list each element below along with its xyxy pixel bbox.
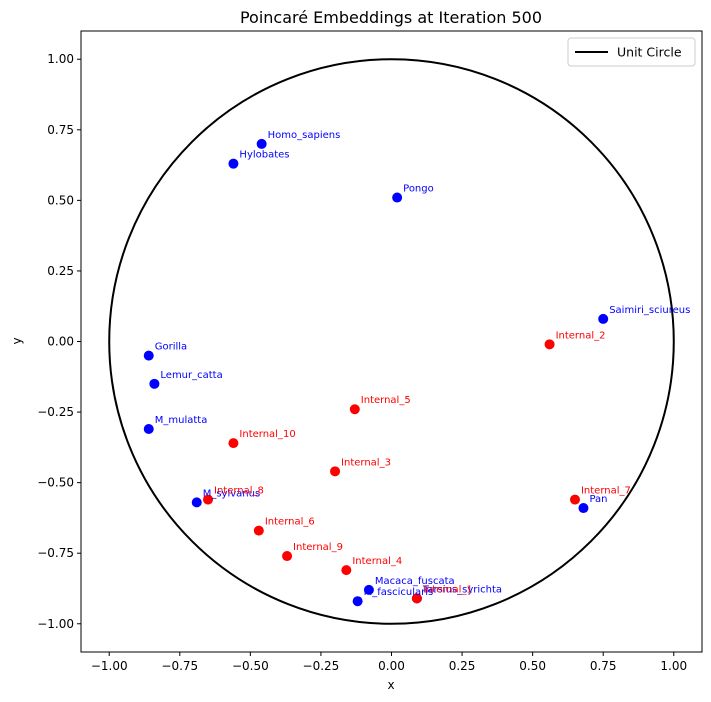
leaf-label-hylobates: Hylobates: [239, 150, 289, 161]
plot-area: Homo_sapiens Hylobates Pongo Saimiri_sciure…: [80, 30, 703, 653]
x-tick-label: 0.00: [378, 659, 405, 673]
leaf-point-saimiri-sciureus: [598, 313, 609, 324]
leaf-label-gorilla: Gorilla: [155, 342, 187, 353]
unit-circle-layer: [108, 58, 675, 625]
leaf-point-hylobates: [228, 158, 239, 169]
internal-label-internal-9: Internal_9: [293, 542, 343, 553]
x-tick-label: −1.00: [91, 659, 128, 673]
point-labels-layer: Homo_sapiens Hylobates Pongo Saimiri_sciure…: [155, 130, 691, 598]
leaf-point-pan: [578, 503, 589, 514]
y-axis: −1.00 −0.75 −0.50 −0.25 0.00 0.25 0.50 0.75 1.00: [37, 52, 81, 631]
internal-point-internal-8: [203, 494, 214, 505]
x-axis: −1.00 −0.75 −0.50 −0.25 0.00 0.25 0.50 0.75 1.00: [91, 652, 687, 673]
leaf-point-m-fascicularis: [352, 596, 363, 607]
x-tick-label: 0.50: [519, 659, 546, 673]
chart-title: Poincaré Embeddings at Iteration 500: [240, 8, 542, 27]
internal-point-internal-6: [253, 525, 264, 536]
internal-label-internal-3: Internal_3: [341, 457, 391, 468]
y-tick-label: −0.25: [37, 405, 74, 419]
leaf-point-gorilla: [143, 350, 154, 361]
y-axis-label: y: [10, 337, 24, 344]
leaf-label-tarsius-syrichta: Tarsius_syrichta: [422, 584, 502, 595]
internal-label-internal-7: Internal_7: [581, 486, 631, 497]
y-tick-label: 0.25: [47, 264, 74, 278]
legend: Unit Circle: [567, 37, 696, 67]
x-tick-label: 0.75: [590, 659, 617, 673]
leaf-point-m-sylvanus: [191, 497, 202, 508]
leaf-point-pongo: [392, 192, 403, 203]
internal-label-internal-6: Internal_6: [265, 517, 315, 528]
leaf-label-m-mulatta: M_mulatta: [155, 415, 208, 426]
legend-box: [567, 37, 696, 67]
x-tick-label: 1.00: [660, 659, 687, 673]
leaf-point-lemur-catta: [149, 378, 160, 389]
internal-point-internal-7: [569, 494, 580, 505]
y-tick-label: −0.50: [37, 476, 74, 490]
internal-label-internal-10: Internal_10: [239, 429, 295, 440]
legend-label-unit-circle: Unit Circle: [617, 45, 682, 60]
leaf-label-m-fascicularis: M_fascicularis: [364, 587, 434, 598]
leaf-label-homo-sapiens: Homo_sapiens: [268, 130, 341, 141]
internal-label-internal-1: Internal_1: [423, 584, 473, 595]
points-layer: [143, 138, 609, 607]
internal-point-internal-4: [341, 565, 352, 576]
leaf-point-homo-sapiens: [256, 138, 267, 149]
internal-label-internal-8: Internal_8: [214, 486, 264, 497]
internal-point-internal-3: [330, 466, 341, 477]
leaf-label-pongo: Pongo: [403, 184, 434, 195]
leaf-label-lemur-catta: Lemur_catta: [160, 370, 222, 381]
x-tick-label: 0.25: [449, 659, 476, 673]
y-tick-label: 0.75: [47, 123, 74, 137]
y-tick-label: 0.00: [47, 335, 74, 349]
unit-circle: [108, 58, 675, 625]
x-tick-label: −0.50: [232, 659, 269, 673]
y-tick-label: −0.75: [37, 546, 74, 560]
internal-label-internal-5: Internal_5: [361, 395, 411, 406]
internal-point-internal-10: [228, 438, 239, 449]
x-axis-label: x: [387, 678, 394, 692]
internal-point-internal-1: [411, 593, 422, 604]
internal-point-internal-5: [349, 404, 360, 415]
leaf-label-macaca-fuscata: Macaca_fuscata: [375, 576, 455, 587]
leaf-point-m-mulatta: [143, 424, 154, 435]
leaf-point-macaca-fuscata: [363, 584, 374, 595]
internal-label-internal-2: Internal_2: [556, 330, 606, 341]
leaf-label-saimiri-sciureus: Saimiri_sciureus: [609, 305, 690, 316]
leaf-label-pan: Pan: [589, 494, 607, 505]
x-tick-label: −0.25: [303, 659, 340, 673]
internal-point-internal-2: [544, 339, 555, 350]
y-tick-label: 0.50: [47, 193, 74, 207]
internal-label-internal-4: Internal_4: [352, 556, 402, 567]
leaf-label-m-sylvanus: M_sylvanus: [203, 488, 260, 499]
internal-point-internal-9: [282, 551, 293, 562]
y-tick-label: 1.00: [47, 52, 74, 66]
y-tick-label: −1.00: [37, 617, 74, 631]
x-tick-label: −0.75: [161, 659, 198, 673]
